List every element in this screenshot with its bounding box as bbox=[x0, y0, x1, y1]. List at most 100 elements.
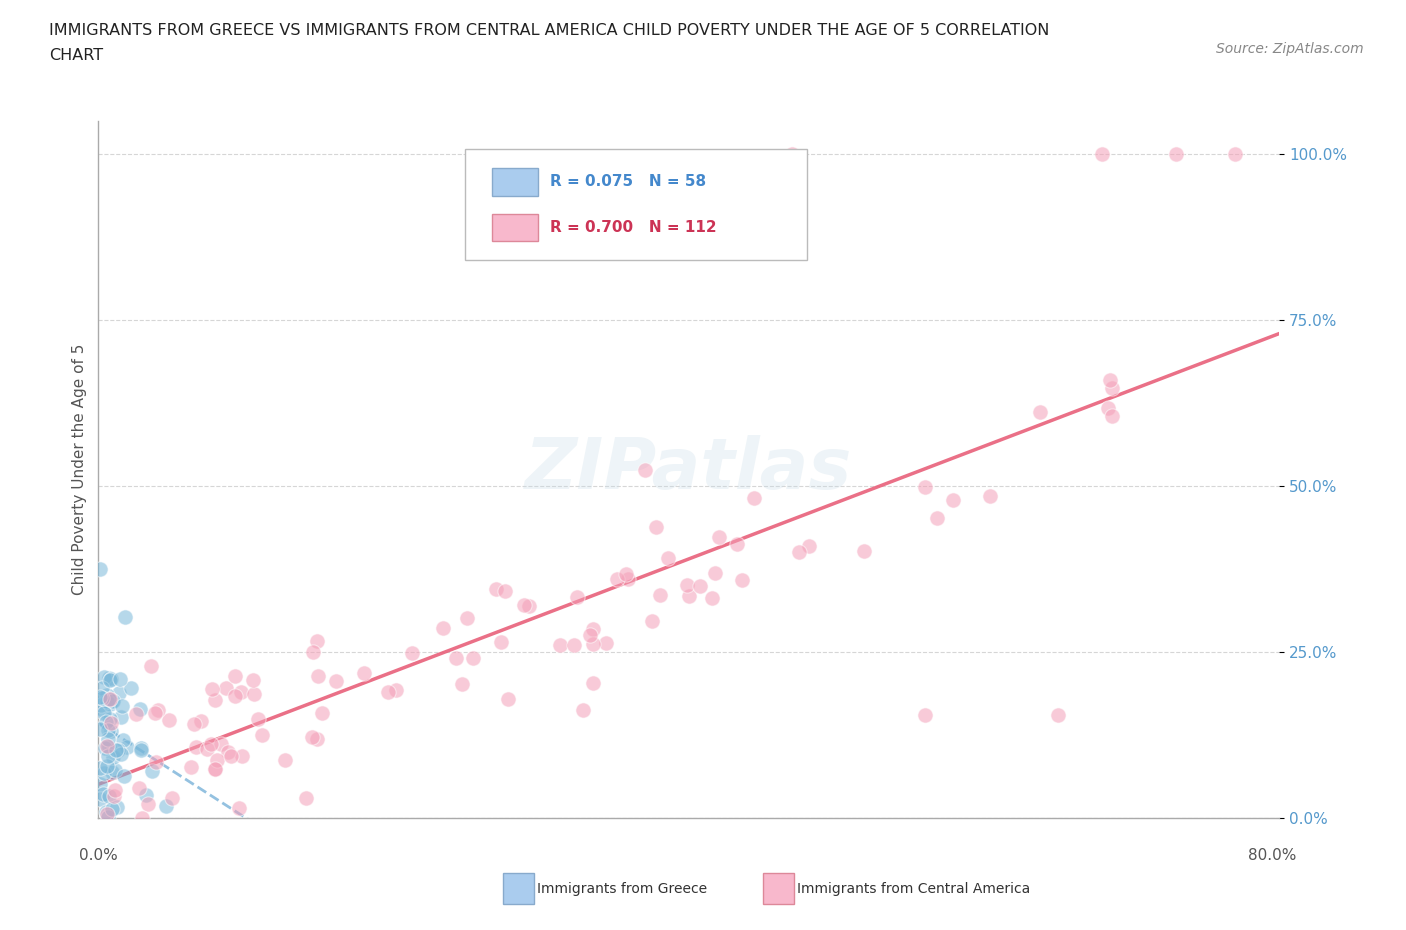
Text: R = 0.075   N = 58: R = 0.075 N = 58 bbox=[550, 175, 706, 190]
Point bbox=[582, 622, 605, 637]
Point bbox=[217, 744, 239, 759]
Point bbox=[155, 799, 177, 814]
Point bbox=[204, 762, 226, 777]
Point bbox=[93, 765, 115, 780]
Point bbox=[100, 724, 122, 738]
Point bbox=[100, 711, 122, 726]
Point bbox=[125, 707, 148, 722]
Point bbox=[89, 777, 111, 791]
Point bbox=[89, 722, 111, 737]
Text: 80.0%: 80.0% bbox=[1249, 848, 1296, 863]
Point bbox=[97, 671, 120, 685]
Point bbox=[94, 741, 117, 756]
Point bbox=[1029, 405, 1052, 419]
Text: Immigrants from Central America: Immigrants from Central America bbox=[797, 882, 1031, 896]
Point bbox=[1091, 147, 1114, 162]
Point bbox=[731, 573, 754, 588]
Point bbox=[307, 731, 329, 746]
Point bbox=[96, 807, 118, 822]
Point bbox=[110, 671, 132, 686]
Point bbox=[143, 705, 166, 720]
Point bbox=[444, 651, 467, 666]
Point bbox=[377, 684, 399, 699]
Text: IMMIGRANTS FROM GREECE VS IMMIGRANTS FROM CENTRAL AMERICA CHILD POVERTY UNDER TH: IMMIGRANTS FROM GREECE VS IMMIGRANTS FRO… bbox=[49, 23, 1050, 38]
Point bbox=[101, 750, 124, 764]
Point bbox=[89, 761, 111, 776]
Point bbox=[634, 462, 657, 477]
Point bbox=[110, 710, 132, 724]
Point bbox=[742, 490, 765, 505]
Point bbox=[114, 610, 136, 625]
Point bbox=[650, 588, 672, 603]
Point bbox=[120, 681, 142, 696]
Point bbox=[925, 511, 948, 525]
Point bbox=[246, 711, 269, 726]
Point bbox=[567, 590, 589, 604]
Point bbox=[129, 742, 152, 757]
Point bbox=[311, 706, 333, 721]
Point bbox=[1101, 381, 1123, 396]
Point bbox=[135, 788, 157, 803]
Point bbox=[353, 666, 375, 681]
Point bbox=[136, 796, 159, 811]
Point bbox=[942, 493, 965, 508]
Point bbox=[112, 769, 135, 784]
Point bbox=[614, 567, 637, 582]
Point bbox=[797, 538, 820, 553]
Point bbox=[97, 809, 120, 824]
Point bbox=[103, 789, 125, 804]
Point bbox=[657, 551, 679, 565]
Point bbox=[548, 638, 571, 653]
Point bbox=[676, 578, 699, 592]
Point bbox=[90, 698, 112, 712]
Point bbox=[215, 681, 238, 696]
Point bbox=[1097, 401, 1119, 416]
Point bbox=[678, 589, 700, 604]
Point bbox=[100, 694, 122, 709]
Point bbox=[582, 636, 605, 651]
Point bbox=[97, 723, 120, 737]
Text: CHART: CHART bbox=[49, 48, 103, 63]
Point bbox=[128, 780, 150, 795]
Point bbox=[91, 787, 114, 802]
Point bbox=[700, 591, 723, 605]
Point bbox=[200, 737, 222, 751]
Point bbox=[572, 702, 595, 717]
Point bbox=[111, 733, 134, 748]
Point bbox=[91, 691, 114, 706]
Point bbox=[98, 692, 121, 707]
Point bbox=[201, 682, 224, 697]
Point bbox=[98, 789, 121, 804]
Point bbox=[979, 488, 1001, 503]
Point bbox=[1099, 373, 1122, 388]
Point bbox=[513, 598, 536, 613]
Point bbox=[105, 742, 128, 757]
Point bbox=[242, 686, 264, 701]
Point bbox=[111, 698, 134, 713]
Point bbox=[93, 670, 115, 684]
Point bbox=[231, 684, 253, 699]
Point bbox=[274, 752, 297, 767]
Point bbox=[295, 790, 318, 805]
Point bbox=[689, 578, 711, 593]
Point bbox=[461, 651, 484, 666]
Point bbox=[485, 581, 508, 596]
Point bbox=[190, 713, 212, 728]
Point bbox=[617, 572, 640, 587]
Point bbox=[107, 685, 129, 700]
Point bbox=[578, 627, 600, 642]
Point bbox=[853, 544, 876, 559]
Point bbox=[96, 687, 118, 702]
Point bbox=[489, 634, 512, 649]
Point bbox=[250, 727, 273, 742]
Point bbox=[97, 731, 120, 746]
Point bbox=[93, 706, 115, 721]
Point bbox=[129, 702, 152, 717]
Point bbox=[141, 764, 163, 778]
Point bbox=[242, 672, 264, 687]
Text: Source: ZipAtlas.com: Source: ZipAtlas.com bbox=[1216, 42, 1364, 56]
Point bbox=[183, 717, 205, 732]
Point bbox=[98, 691, 121, 706]
Point bbox=[228, 801, 250, 816]
Point bbox=[451, 676, 474, 691]
